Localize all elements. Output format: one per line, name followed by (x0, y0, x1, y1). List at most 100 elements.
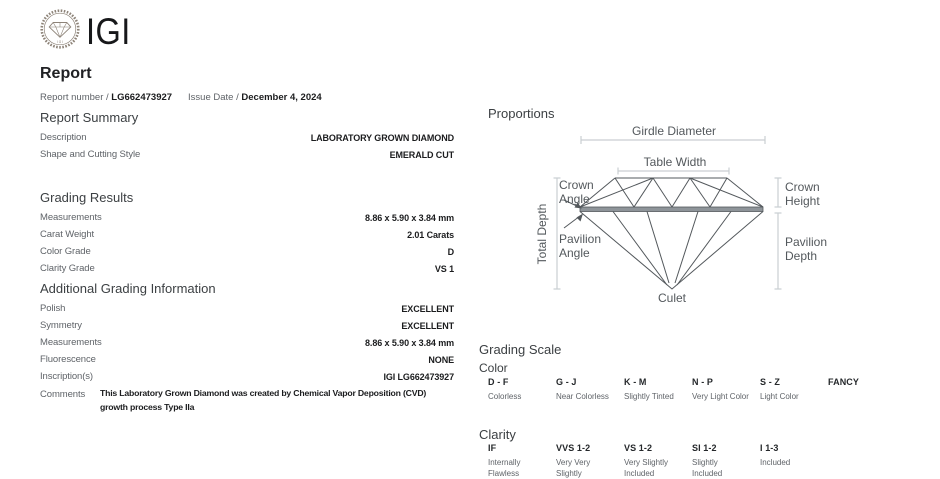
diamond-profile-drawing (579, 177, 764, 290)
scale-desc: Slightly Tinted (624, 392, 674, 401)
girdle-diameter-measure-line (580, 136, 766, 144)
scale-grade: VS 1-2 (624, 443, 653, 453)
row-label: Description (40, 132, 87, 143)
comments-value: This Laboratory Grown Diamond was create… (100, 388, 427, 412)
table-row: Inscription(s) IGI LG662473927 (40, 368, 454, 385)
scale-grade: FANCY (828, 377, 860, 387)
issue-date-value: December 4, 2024 (241, 92, 322, 103)
color-scale-item: G - J Near Colorless (556, 377, 624, 401)
igi-logo-wordmark[interactable]: IGI (86, 10, 131, 52)
diagram-label-crown-angle-1: Crown (559, 178, 594, 192)
row-value: 8.86 x 5.90 x 3.84 mm (365, 212, 454, 223)
section-report-summary: Report Summary Description LABORATORY GR… (40, 110, 454, 163)
diagram-label-pavilion-depth-1: Pavilion (785, 235, 827, 249)
row-value: EXCELLENT (401, 320, 454, 331)
scale-desc: Very Very Slightly (556, 458, 591, 478)
diagram-label-crown-height-2: Height (785, 194, 820, 208)
clarity-scale-item: I 1-3 Included (760, 443, 828, 479)
table-row: Carat Weight 2.01 Carats (40, 226, 454, 243)
color-scale-item: N - P Very Light Color (692, 377, 760, 401)
table-row: Symmetry EXCELLENT (40, 317, 454, 334)
diagram-label-crown-angle-2: Angle (559, 192, 590, 206)
scale-desc: Included (760, 458, 791, 467)
diagram-label-culet: Culet (658, 291, 687, 305)
color-scale-item: K - M Slightly Tinted (624, 377, 692, 401)
clarity-scale-item: VS 1-2 Very Slightly Included (624, 443, 692, 479)
igi-seal-icon: I G I (40, 9, 80, 54)
pavilion-depth-measure-line (774, 212, 782, 290)
row-label: Carat Weight (40, 229, 95, 240)
scale-grade: IF (488, 443, 497, 453)
row-label: Symmetry (40, 320, 82, 331)
crown-height-measure-line (774, 177, 782, 208)
scale-grade: I 1-3 (760, 443, 779, 453)
clarity-scale-grid: IF Internally Flawless VVS 1-2 Very Very… (488, 443, 828, 479)
table-row: Description LABORATORY GROWN DIAMOND (40, 129, 454, 146)
proportions-heading: Proportions (488, 106, 555, 121)
proportions-column: Proportions Girdle Diameter Table Width (479, 0, 935, 479)
color-scale-item: S - Z Light Color (760, 377, 828, 401)
page-header: I G I IGI (40, 9, 137, 54)
row-label: Inscription(s) (40, 371, 93, 382)
table-row: Color Grade D (40, 243, 454, 260)
table-row: Polish EXCELLENT (40, 300, 454, 317)
row-value: 8.86 x 5.90 x 3.84 mm (365, 337, 454, 348)
section-heading: Report Summary (40, 110, 139, 125)
page-title: Report (40, 65, 92, 82)
table-width-measure-line (617, 167, 730, 175)
row-label: Measurements (40, 337, 102, 348)
row-label: Measurements (40, 212, 102, 223)
row-value: EMERALD CUT (389, 149, 455, 160)
diagram-label-pavilion-depth-2: Depth (785, 249, 817, 263)
svg-text:I G I: I G I (57, 40, 63, 44)
diagram-label-crown-height-1: Crown (785, 180, 820, 194)
report-number-label: Report number / (40, 92, 109, 103)
table-row: Clarity Grade VS 1 (40, 260, 454, 277)
section-additional-grading: Additional Grading Information Polish EX… (40, 281, 454, 414)
scale-grade: N - P (692, 377, 714, 387)
report-meta-line: Report number / LG662473927 Issue Date / … (40, 92, 322, 103)
row-value: D (447, 246, 455, 257)
scale-desc: Internally Flawless (488, 458, 521, 478)
row-label: Polish (40, 303, 66, 314)
diagram-label-pavilion-angle-2: Angle (559, 246, 590, 260)
clarity-scale-item: SI 1-2 Slightly Included (692, 443, 760, 479)
section-heading: Additional Grading Information (40, 281, 216, 296)
scale-desc: Slightly Included (692, 458, 723, 478)
row-label: Fluorescence (40, 354, 96, 365)
clarity-scale-item: VVS 1-2 Very Very Slightly (556, 443, 624, 479)
diagram-label-girdle-diameter: Girdle Diameter (632, 124, 716, 138)
scale-desc: Near Colorless (556, 392, 609, 401)
scale-desc: Colorless (488, 392, 522, 401)
section-heading: Grading Results (40, 190, 134, 205)
scale-grade: SI 1-2 (692, 443, 717, 453)
scale-grade: VVS 1-2 (556, 443, 591, 453)
grading-scale-heading: Grading Scale (479, 342, 562, 357)
scale-grade: D - F (488, 377, 509, 387)
table-row: Measurements 8.86 x 5.90 x 3.84 mm (40, 334, 454, 351)
row-label: Clarity Grade (40, 263, 95, 274)
diamond-proportions-diagram: Girdle Diameter Table Width (535, 124, 827, 305)
row-value: VS 1 (434, 263, 454, 274)
table-row: Fluorescence NONE (40, 351, 454, 368)
report-number-value: LG662473927 (111, 92, 173, 103)
row-value: IGI LG662473927 (383, 371, 454, 382)
color-scale-item: D - F Colorless (488, 377, 556, 401)
scale-grade: G - J (556, 377, 577, 387)
crown-angle-arrow (563, 199, 582, 209)
row-value: EXCELLENT (401, 303, 454, 314)
color-scale-grid: D - F Colorless G - J Near Colorless K -… (488, 377, 896, 401)
clarity-scale-heading: Clarity (479, 427, 516, 442)
pavilion-angle-arrow (563, 213, 583, 229)
scale-desc: Light Color (760, 392, 799, 401)
scale-desc: Very Light Color (692, 392, 749, 401)
diagram-label-pavilion-angle-1: Pavilion (559, 232, 601, 246)
color-scale-item: FANCY (828, 377, 896, 401)
row-label: Color Grade (40, 246, 91, 257)
table-row: Shape and Cutting Style EMERALD CUT (40, 146, 454, 163)
scale-desc: Very Slightly Included (624, 458, 669, 478)
scale-grade: S - Z (760, 377, 780, 387)
total-depth-measure-line (553, 177, 561, 290)
section-grading-results: Grading Results Measurements 8.86 x 5.90… (40, 190, 454, 277)
row-value: 2.01 Carats (407, 229, 454, 240)
